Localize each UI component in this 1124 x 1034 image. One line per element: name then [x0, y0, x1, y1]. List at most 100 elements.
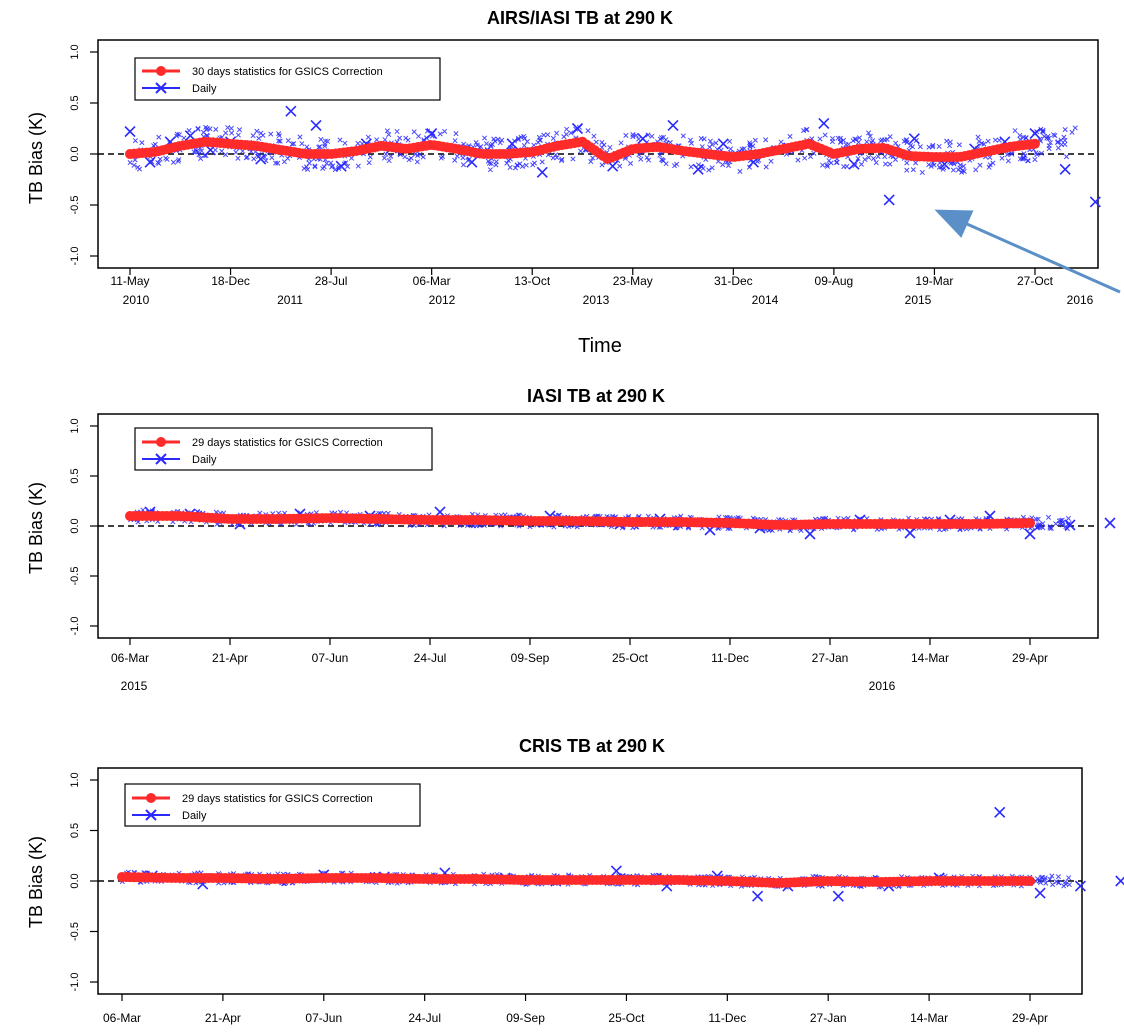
legend-daily-label: Daily — [182, 810, 207, 822]
daily-band-marker — [395, 129, 399, 133]
x-ticks: 06-Mar 21-Apr 07-Jun 24-Jul 09-Sep 25-Oct 11-D… — [103, 994, 1048, 1025]
daily-band-marker — [223, 131, 227, 135]
daily-band-marker — [171, 160, 175, 164]
x-tick-label: 09-Sep — [506, 1011, 545, 1025]
x-ticks: 06-Mar 21-Apr 07-Jun 24-Jul 09-Sep 25-Oct 11-D… — [111, 638, 1048, 693]
daily-band-marker — [844, 142, 848, 146]
daily-band-marker — [225, 125, 229, 129]
y-axis-label: TB Bias (K) — [26, 112, 46, 204]
x-year-label: 2016 — [1067, 293, 1094, 307]
daily-band-marker — [438, 132, 442, 136]
x-tick-label: 14-Mar — [911, 651, 949, 665]
daily-band-marker — [986, 139, 990, 143]
y-ticks: -1.0 -0.5 0.0 0.5 1.0 — [69, 772, 98, 991]
y-ticks: -1.0 -0.5 0.0 0.5 1.0 — [69, 44, 98, 265]
legend-stat-label: 29 days statistics for GSICS Correction — [182, 793, 373, 805]
daily-band-marker — [554, 131, 558, 135]
y-tick-label: -1.0 — [69, 617, 81, 636]
daily-band-marker — [542, 133, 546, 137]
y-tick-label: 0.0 — [69, 146, 81, 161]
legend: 29 days statistics for GSICS Correction … — [125, 784, 420, 826]
daily-band-marker — [977, 139, 981, 143]
daily-point — [1090, 197, 1100, 207]
daily-band-marker — [356, 164, 360, 168]
y-axis-label: TB Bias (K) — [26, 836, 46, 928]
daily-band-marker — [404, 136, 408, 140]
daily-point — [467, 157, 477, 167]
legend-stat-marker — [156, 66, 166, 76]
daily-band-marker — [600, 163, 604, 167]
daily-point — [753, 891, 763, 901]
daily-band-marker — [818, 137, 822, 141]
x-tick-label: 14-Mar — [910, 1011, 948, 1025]
daily-band-marker — [586, 128, 590, 132]
daily-band-marker — [286, 138, 290, 142]
x-tick-label: 09-Aug — [815, 274, 854, 288]
daily-band-marker — [876, 154, 880, 158]
daily-band-marker — [551, 136, 555, 140]
daily-band-marker — [1050, 882, 1054, 886]
daily-band-marker — [140, 140, 144, 144]
daily-band-marker — [878, 139, 882, 143]
chart-title: IASI TB at 290 K — [527, 386, 665, 406]
legend: 29 days statistics for GSICS Correction … — [135, 428, 432, 470]
daily-band-marker — [700, 144, 704, 148]
stat-point — [1025, 518, 1035, 528]
legend-box — [135, 58, 440, 100]
daily-band-marker — [978, 163, 982, 167]
x-tick-label: 18-Dec — [211, 274, 250, 288]
daily-point — [833, 891, 843, 901]
daily-band-marker — [488, 168, 492, 172]
daily-band-marker — [830, 136, 834, 140]
daily-band-marker — [944, 139, 948, 143]
x-tick-label: 31-Dec — [714, 274, 753, 288]
daily-band-marker — [993, 138, 997, 142]
x-tick-label: 23-May — [613, 274, 653, 288]
daily-band-marker — [639, 157, 643, 161]
daily-band-marker — [1061, 884, 1065, 888]
y-tick-label: 0.5 — [69, 468, 81, 483]
daily-band-marker — [442, 129, 446, 133]
daily-band-marker — [298, 135, 302, 139]
daily-point — [145, 157, 155, 167]
daily-band-marker — [728, 147, 732, 151]
daily-band-marker — [397, 136, 401, 140]
daily-band-marker — [416, 134, 420, 138]
daily-band-marker — [823, 133, 827, 137]
daily-band-marker — [1044, 881, 1048, 885]
daily-band-marker — [412, 130, 416, 134]
daily-band-marker — [564, 127, 568, 131]
x-tick-label: 06-Mar — [111, 651, 149, 665]
daily-band-marker — [1006, 159, 1010, 163]
daily-band-marker — [269, 132, 273, 136]
daily-band-marker — [918, 144, 922, 148]
x-tick-label: 27-Jan — [812, 651, 849, 665]
legend: 30 days statistics for GSICS Correction … — [135, 58, 440, 100]
daily-band-marker — [842, 164, 846, 168]
daily-band-marker — [286, 156, 290, 160]
y-tick-label: -1.0 — [69, 247, 81, 266]
daily-band-marker — [1067, 882, 1071, 886]
daily-band-marker — [702, 137, 706, 141]
daily-band-marker — [871, 156, 875, 160]
daily-band-marker — [827, 158, 831, 162]
daily-band-marker — [1066, 516, 1070, 520]
daily-band-marker — [608, 145, 612, 149]
chart-title: CRIS TB at 290 K — [519, 736, 665, 756]
daily-band-marker — [270, 155, 274, 159]
daily-band-marker — [307, 161, 311, 165]
daily-band-marker — [237, 127, 241, 131]
daily-band-marker — [508, 165, 512, 169]
daily-point — [611, 866, 621, 876]
daily-band-marker — [976, 135, 980, 139]
y-tick-label: 0.5 — [69, 823, 81, 838]
daily-band-marker — [387, 158, 391, 162]
daily-band-marker — [1046, 515, 1050, 519]
daily-band-marker — [720, 162, 724, 166]
daily-band-marker — [213, 148, 217, 152]
daily-band-marker — [421, 155, 425, 159]
stat-point — [1025, 876, 1035, 886]
daily-band-marker — [229, 126, 233, 130]
daily-band-marker — [259, 131, 263, 135]
daily-band-marker — [1063, 127, 1067, 131]
